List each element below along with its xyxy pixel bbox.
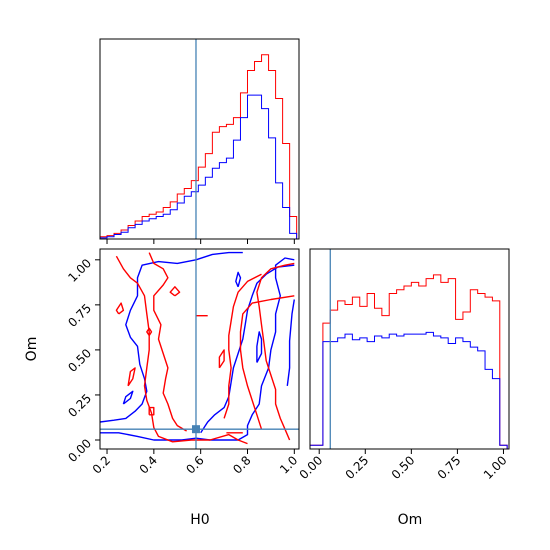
om-histogram-panel: 0.00 0.25 0.50 0.75 1.00 Om xyxy=(297,248,510,528)
contour-blue xyxy=(100,257,295,441)
contour-blue xyxy=(286,299,295,386)
y-tick-label: 0.25 xyxy=(65,391,94,420)
histogram-series-red xyxy=(99,54,298,239)
histogram-series-blue xyxy=(309,331,508,449)
contour-red xyxy=(169,286,181,297)
contour-red xyxy=(148,252,187,432)
contour-red xyxy=(223,273,262,419)
contour-red xyxy=(239,295,295,430)
contour-red xyxy=(127,367,136,387)
contour-blue xyxy=(122,390,134,405)
y-tick-label: 0.00 xyxy=(65,436,94,465)
contour-blue xyxy=(235,271,242,288)
x-tick-label: 0.6 xyxy=(183,453,206,476)
y-tick-label: 1.00 xyxy=(65,256,94,285)
contour-frame xyxy=(99,248,300,450)
contour-blue xyxy=(256,331,263,363)
x-axis-label-om: Om xyxy=(398,512,423,528)
histogram-series-red xyxy=(309,274,508,449)
x-tick-label: 0.50 xyxy=(389,453,418,482)
y-axis-label-om: Om xyxy=(24,337,40,362)
h0-om-contour-panel: 0.2 0.4 0.6 0.8 1.0 0.000.250.500.751.00 H0 … xyxy=(24,248,300,528)
h0-histogram-panel xyxy=(99,38,300,244)
x-tick-label: 0.8 xyxy=(230,453,253,476)
truth-marker xyxy=(191,425,200,434)
contour-red xyxy=(218,349,225,369)
x-tick-label: 0.4 xyxy=(137,453,160,476)
x-tick-label: 1.00 xyxy=(481,453,510,482)
contour-red xyxy=(148,406,155,416)
contour-red xyxy=(256,262,295,441)
histogram-series-blue xyxy=(99,94,298,239)
y-tick-label: 0.50 xyxy=(65,346,94,375)
x-tick-label: 0.00 xyxy=(297,453,326,482)
h0-histogram-frame xyxy=(99,38,300,240)
x-axis-label-h0: H0 xyxy=(190,512,209,528)
x-tick-label: 0.25 xyxy=(343,453,372,482)
y-tick-label: 0.75 xyxy=(65,301,94,330)
x-tick-label: 0.2 xyxy=(90,453,113,476)
contour-blue xyxy=(200,264,295,434)
x-tick-label: 0.75 xyxy=(435,453,464,482)
contour-blue xyxy=(100,251,243,423)
contour-group xyxy=(100,249,299,449)
contour-red xyxy=(146,327,153,336)
contour-red xyxy=(115,302,125,315)
om-histogram-frame xyxy=(309,248,510,450)
contour-red xyxy=(115,255,248,445)
